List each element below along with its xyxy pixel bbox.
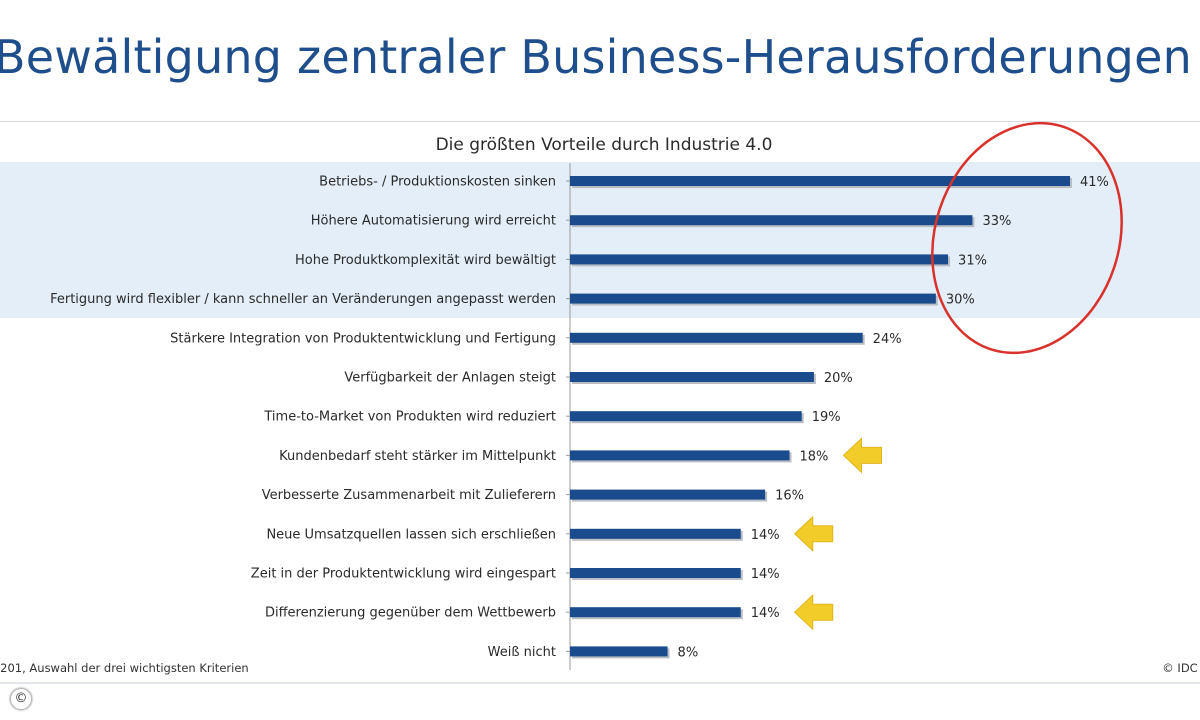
bar-value-label: 24% xyxy=(873,332,902,347)
bar-value-label: 14% xyxy=(751,567,780,582)
bar-value-label: 14% xyxy=(751,606,780,621)
copyright-icon: © xyxy=(10,688,32,710)
bar xyxy=(570,372,814,382)
bar-category-label: Verbesserte Zusammenarbeit mit Zuliefere… xyxy=(262,488,556,503)
bar-category-label: Betriebs- / Produktionskosten sinken xyxy=(319,175,556,190)
bar xyxy=(570,176,1070,186)
bar xyxy=(570,332,863,343)
bar xyxy=(570,450,790,461)
bottom-divider xyxy=(0,682,1200,684)
bar xyxy=(570,646,668,657)
bar-value-label: 31% xyxy=(958,253,987,268)
copyright-note: © IDC 20 xyxy=(1162,661,1200,675)
bar-value-label: 18% xyxy=(800,449,829,464)
bar-category-label: Fertigung wird flexibler / kann schnelle… xyxy=(50,292,556,307)
bar-value-label: 16% xyxy=(775,489,804,504)
bar-category-label: Differenzierung gegenüber dem Wettbewerb xyxy=(265,606,556,621)
yellow-arrow-icon xyxy=(794,594,834,631)
bar-category-label: Weiß nicht xyxy=(488,645,556,660)
chart-title: Die größten Vorteile durch Industrie 4.0 xyxy=(435,135,773,155)
top-divider xyxy=(0,121,1200,122)
bar xyxy=(570,411,802,422)
bar-value-label: 41% xyxy=(1080,175,1109,190)
slide-title: Bewältigung zentraler Business-Herausfor… xyxy=(0,30,1192,84)
bar-value-label: 33% xyxy=(982,214,1011,229)
bar xyxy=(570,568,741,578)
yellow-arrow-icon xyxy=(842,437,883,474)
bar-category-label: Höhere Automatisierung wird erreicht xyxy=(311,214,556,229)
bar xyxy=(570,489,766,500)
bar-category-label: Neue Umsatzquellen lassen sich erschließ… xyxy=(266,527,556,542)
bar-category-label: Hohe Produktkomplexität wird bewältigt xyxy=(295,253,556,268)
bar xyxy=(570,293,936,304)
bar xyxy=(570,607,741,618)
bar-value-label: 8% xyxy=(678,645,699,660)
bar-value-label: 14% xyxy=(751,528,780,543)
bar-category-label: Kundenbedarf steht stärker im Mittelpunk… xyxy=(279,449,556,464)
highlight-circle xyxy=(931,121,1123,355)
bar-value-label: 20% xyxy=(824,371,853,386)
bar xyxy=(570,254,949,265)
bar xyxy=(570,528,741,539)
bar-value-label: 19% xyxy=(812,410,841,425)
bar-value-label: 30% xyxy=(946,293,975,308)
bar-category-label: Verfügbarkeit der Anlagen steigt xyxy=(344,371,556,386)
footnote: -201, Auswahl der drei wichtigsten Krite… xyxy=(0,661,249,675)
yellow-arrow-icon xyxy=(794,515,834,552)
bar xyxy=(570,215,973,226)
bar-category-label: Stärkere Integration von Produktentwickl… xyxy=(170,331,556,346)
bar-category-label: Time-to-Market von Produkten wird reduzi… xyxy=(263,410,556,425)
bar-category-label: Zeit in der Produktentwicklung wird eing… xyxy=(251,567,556,582)
